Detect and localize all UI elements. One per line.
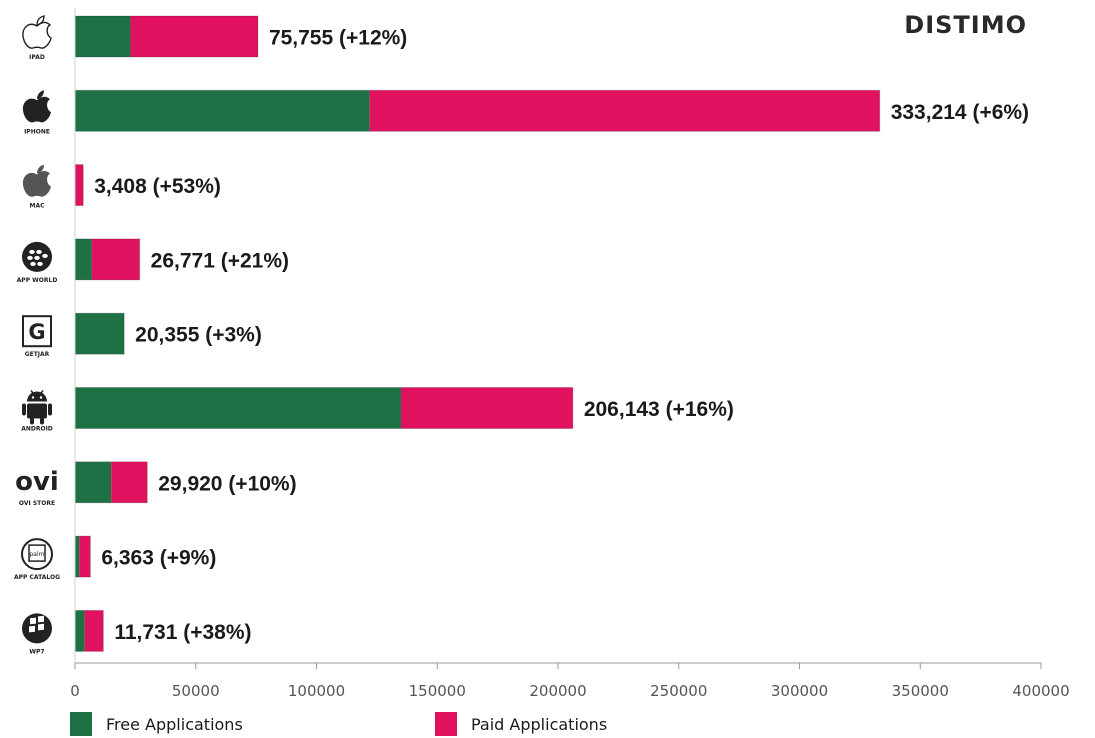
x-tick-label-0: 0 [70,682,80,700]
icon-caption-8: WP7 [29,648,44,655]
x-axis: 0 50000 100000 150000 200000 250000 300000 3500… [70,8,1070,700]
bars [74,15,881,652]
x-tick-label-5: 250000 [650,682,707,700]
svg-text:ovi: ovi [15,467,59,497]
value-label-0: 75,755 (+12%) [269,27,407,50]
x-tick-label-4: 200000 [529,682,586,700]
legend: Free Applications Paid Applications [70,712,607,736]
android-icon [22,390,52,425]
svg-text:palm: palm [30,551,45,558]
icon-caption-0: IPAD [29,54,45,61]
icon-caption-3: APP WORLD [17,277,58,284]
windows-icon [22,613,52,644]
legend-swatch-paid [435,712,457,736]
x-tick-label-2: 100000 [288,682,345,700]
bar-free-3 [75,238,92,280]
bar-paid-5 [401,387,573,429]
blackberry-icon [22,241,52,272]
apple-icon [22,164,51,197]
bar-free-5 [75,387,402,429]
legend-swatch-free [70,712,92,736]
bar-free-1 [75,90,370,132]
value-label-6: 29,920 (+10%) [158,472,296,495]
getjar-icon: G [22,315,52,348]
bar-paid-8 [84,610,104,652]
icon-caption-4: GETJAR [25,351,50,358]
platform-icons: IPAD IPHONE MAC APP WORLD G GETJAR ANDROID ovi O… [14,15,60,655]
x-tick-label-3: 150000 [409,682,466,700]
bar-free-4 [75,313,125,355]
value-label-8: 11,731 (+38%) [114,621,251,644]
apple-icon [22,15,52,49]
value-label-5: 206,143 (+16%) [584,398,734,421]
bar-paid-7 [79,536,91,578]
ovi-icon: ovi [15,467,59,497]
bar-paid-6 [111,461,148,503]
icon-caption-6: OVI STORE [19,500,55,507]
bar-paid-1 [369,90,880,132]
legend-label-paid: Paid Applications [471,715,607,734]
bar-free-6 [75,461,112,503]
icon-caption-5: ANDROID [21,426,53,433]
bar-paid-2 [75,164,84,206]
icon-caption-2: MAC [29,203,45,210]
x-tick-label-8: 400000 [1012,682,1069,700]
brand-logo: DISTIMO [904,11,1027,39]
bar-free-0 [75,16,131,57]
apple-icon [22,90,51,123]
value-label-4: 20,355 (+3%) [135,324,262,347]
bar-free-8 [75,610,85,652]
bar-free-7 [75,536,80,578]
value-label-7: 6,363 (+9%) [101,547,216,570]
bar-paid-3 [91,238,140,280]
x-tick-label-6: 300000 [771,682,828,700]
value-label-2: 3,408 (+53%) [94,175,221,198]
value-labels: 75,755 (+12%) 333,214 (+6%) 3,408 (+53%) 26… [94,27,1029,644]
x-tick-label-1: 50000 [172,682,220,700]
value-label-3: 26,771 (+21%) [151,249,289,272]
icon-caption-1: IPHONE [24,128,50,135]
icon-caption-7: APP CATALOG [14,574,60,581]
palm-icon: palm [21,538,53,571]
x-tick-label-7: 350000 [892,682,949,700]
legend-label-free: Free Applications [106,715,243,734]
value-label-1: 333,214 (+6%) [891,101,1029,124]
svg-text:G: G [28,320,45,344]
bar-paid-0 [130,16,258,57]
